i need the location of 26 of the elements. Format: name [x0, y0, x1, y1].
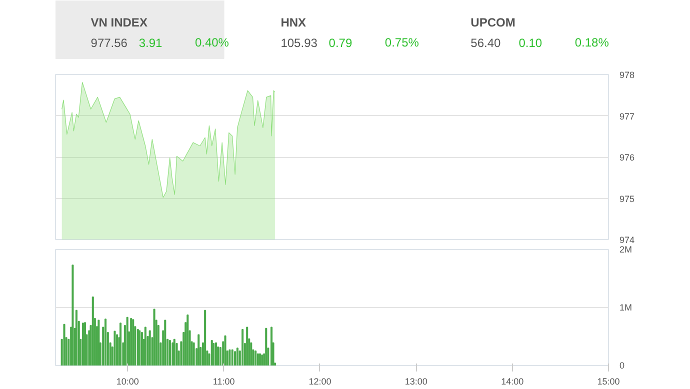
y-tick-label: 976 — [620, 152, 635, 162]
text: VN INDEX — [90, 16, 148, 30]
y-tick-label: 978 — [620, 70, 635, 80]
text: 0.18% — [574, 36, 610, 50]
x-tick-label: 12:00 — [308, 376, 332, 386]
text: 977.56 — [90, 36, 128, 50]
y-tick-label: 0 — [620, 360, 625, 370]
y-tick-label: 974 — [620, 235, 635, 245]
text: HNX — [280, 16, 306, 30]
text: 0.40% — [194, 36, 230, 50]
text: 0.75% — [384, 36, 420, 50]
text: 105.93 — [280, 36, 318, 50]
x-tick-label: 11:00 — [212, 376, 235, 386]
text: 0.10 — [518, 36, 542, 50]
y-tick-label: 2M — [620, 244, 632, 254]
text: 56.40 — [470, 36, 502, 50]
x-tick-label: 13:00 — [404, 376, 428, 386]
x-tick-label: 15:00 — [597, 376, 620, 386]
x-tick-label: 10:00 — [116, 376, 139, 386]
y-tick-label: 977 — [620, 111, 635, 122]
text: UPCOM — [470, 16, 516, 30]
text: 0.79 — [328, 36, 352, 50]
y-tick-label: 975 — [620, 194, 635, 204]
y-tick-label: 1M — [620, 302, 632, 312]
text: 3.91 — [138, 36, 163, 50]
x-tick-label: 14:00 — [501, 376, 524, 386]
